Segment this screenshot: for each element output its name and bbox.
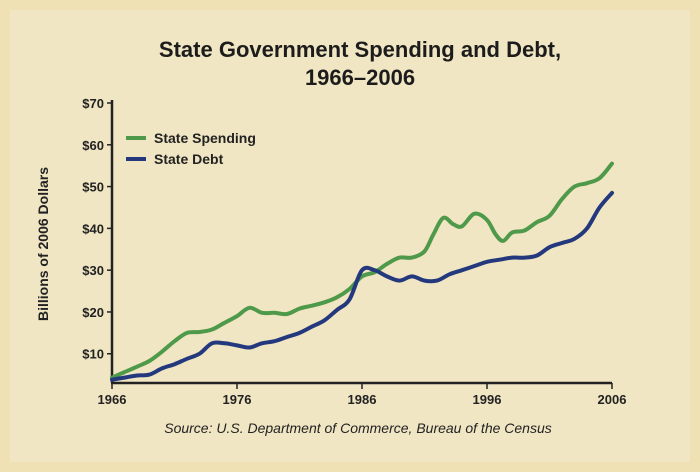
y-ticks: $10 $20 $30 $40 $50 $60 $70	[82, 96, 112, 362]
y-tick-label: $10	[82, 347, 104, 362]
y-tick-label: $70	[82, 96, 104, 111]
x-tick-label: 1986	[348, 392, 377, 407]
x-tick-label: 2006	[598, 392, 627, 407]
y-tick-label: $60	[82, 138, 104, 153]
y-tick-label: $40	[82, 221, 104, 236]
source-note: Source: U.S. Department of Commerce, Bur…	[164, 420, 552, 436]
series-line-state-debt	[110, 190, 614, 382]
legend-label-spending: State Spending	[154, 130, 256, 146]
legend-label-debt: State Debt	[154, 151, 224, 167]
y-axis-label: Billions of 2006 Dollars	[35, 167, 51, 321]
y-tick-label: $20	[82, 305, 104, 320]
chart-title-line-1: State Government Spending and Debt,	[159, 37, 561, 62]
y-tick-label: $30	[82, 263, 104, 278]
legend: State Spending State Debt	[126, 130, 256, 167]
x-tick-label: 1976	[223, 392, 252, 407]
x-tick-label: 1996	[473, 392, 502, 407]
y-tick-label: $50	[82, 180, 104, 195]
series-layer	[110, 161, 614, 382]
series-line-state-spending	[110, 161, 614, 380]
x-ticks: 1966 1976 1986 1996 2006	[98, 383, 627, 407]
chart-title-line-2: 1966–2006	[305, 65, 415, 90]
x-tick-label: 1966	[98, 392, 127, 407]
